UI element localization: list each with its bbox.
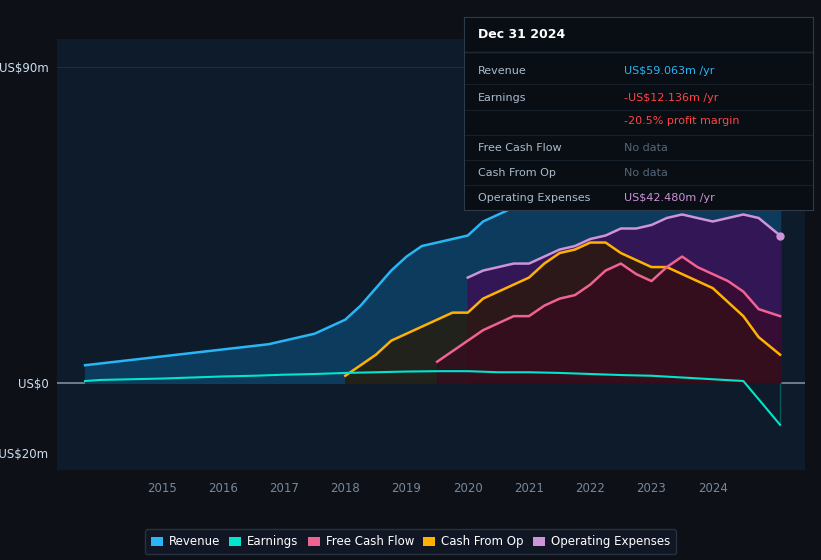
Text: Revenue: Revenue xyxy=(478,66,526,76)
Text: -20.5% profit margin: -20.5% profit margin xyxy=(624,116,740,126)
Text: Operating Expenses: Operating Expenses xyxy=(478,193,590,203)
Text: Earnings: Earnings xyxy=(478,93,526,103)
Text: Dec 31 2024: Dec 31 2024 xyxy=(478,27,565,41)
Legend: Revenue, Earnings, Free Cash Flow, Cash From Op, Operating Expenses: Revenue, Earnings, Free Cash Flow, Cash … xyxy=(145,529,676,554)
Text: No data: No data xyxy=(624,169,668,178)
Text: US$42.480m /yr: US$42.480m /yr xyxy=(624,193,715,203)
Text: No data: No data xyxy=(624,143,668,153)
Text: Free Cash Flow: Free Cash Flow xyxy=(478,143,562,153)
Text: Cash From Op: Cash From Op xyxy=(478,169,556,178)
Text: US$59.063m /yr: US$59.063m /yr xyxy=(624,66,715,76)
Text: -US$12.136m /yr: -US$12.136m /yr xyxy=(624,93,718,103)
